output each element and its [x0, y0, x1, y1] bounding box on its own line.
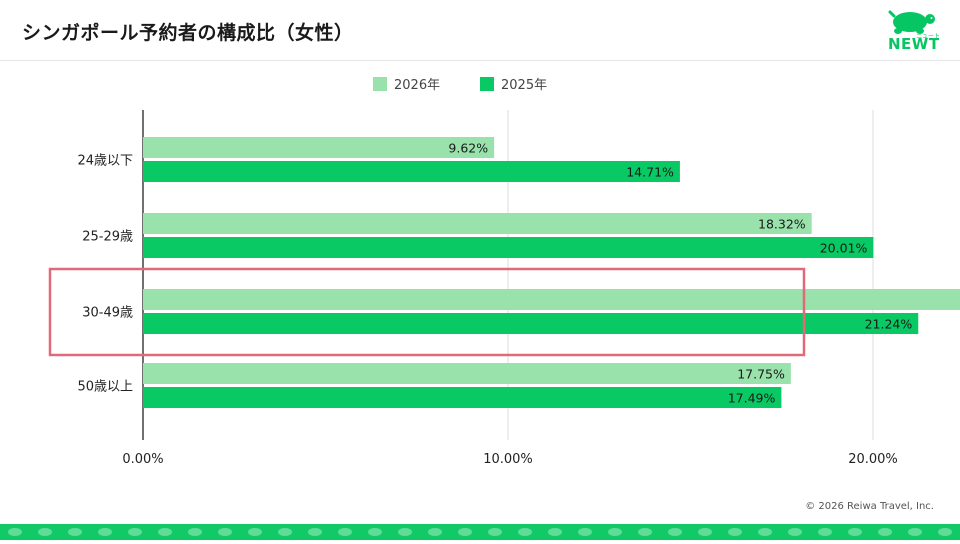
- bar-1-0: [143, 213, 812, 234]
- footer-mark-27: [818, 528, 832, 536]
- newt-logo: ニュート NEWT: [884, 8, 940, 54]
- footer-mark-13: [398, 528, 412, 536]
- footer-mark-25: [758, 528, 772, 536]
- value-label-3-1: 17.49%: [728, 391, 776, 406]
- x-tick-label-2: 20.00%: [848, 452, 898, 467]
- footer-mark-16: [488, 528, 502, 536]
- footer-mark-24: [728, 528, 742, 536]
- category-label-3: 50歳以上: [77, 380, 133, 395]
- footer-mark-23: [698, 528, 712, 536]
- value-label-2-1: 21.24%: [865, 317, 913, 332]
- footer-mark-21: [638, 528, 652, 536]
- bar-0-0: [143, 137, 495, 158]
- footer-mark-4: [128, 528, 142, 536]
- footer-mark-30: [908, 528, 922, 536]
- footer-mark-12: [368, 528, 382, 536]
- footer-pattern: [8, 528, 952, 536]
- logo-text: NEWT: [888, 35, 940, 53]
- category-label-0: 24歳以下: [77, 154, 133, 169]
- footer-mark-14: [428, 528, 442, 536]
- page-title: シンガポール予約者の構成比（女性）: [22, 22, 354, 44]
- header: シンガポール予約者の構成比（女性） ニュート NEWT: [0, 0, 960, 61]
- logo-subtext: ニュート: [916, 33, 941, 40]
- bars: 9.62%14.71%18.32%20.01%31.31%21.24%17.75…: [143, 137, 960, 408]
- category-label-1: 25-29歳: [82, 230, 133, 245]
- footer-mark-8: [248, 528, 262, 536]
- footer-mark-10: [308, 528, 322, 536]
- x-tick-labels: 0.00%10.00%20.00%30.00%: [122, 452, 898, 467]
- highlight-box: [48, 267, 806, 357]
- copyright: © 2026 Reiwa Travel, Inc.: [805, 501, 934, 512]
- bar-2-1: [143, 313, 919, 334]
- bar-3-0: [143, 363, 791, 384]
- x-tick-label-1: 10.00%: [483, 452, 533, 467]
- footer-mark-29: [878, 528, 892, 536]
- footer-mark-19: [578, 528, 592, 536]
- bar-3-1: [143, 387, 782, 408]
- footer-mark-17: [518, 528, 532, 536]
- x-tick-label-0: 0.00%: [122, 452, 163, 467]
- footer-mark-0: [8, 528, 22, 536]
- footer-mark-5: [158, 528, 172, 536]
- bar-1-1: [143, 237, 874, 258]
- bar-0-1: [143, 161, 680, 182]
- footer-mark-11: [338, 528, 352, 536]
- footer-band: [0, 524, 960, 540]
- legend-swatch-0: [373, 77, 387, 91]
- value-label-0-0: 9.62%: [448, 141, 488, 156]
- footer-mark-1: [38, 528, 52, 536]
- footer-mark-7: [218, 528, 232, 536]
- legend-swatch-1: [480, 77, 494, 91]
- legend-label-1: 2025年: [501, 78, 547, 93]
- footer-mark-9: [278, 528, 292, 536]
- value-label-1-1: 20.01%: [820, 241, 868, 256]
- footer-mark-3: [98, 528, 112, 536]
- footer-mark-31: [938, 528, 952, 536]
- footer-mark-18: [548, 528, 562, 536]
- value-label-1-0: 18.32%: [758, 217, 806, 232]
- legend: 2026年 2025年: [373, 77, 547, 93]
- legend-label-0: 2026年: [394, 78, 440, 93]
- footer-mark-26: [788, 528, 802, 536]
- footer-mark-20: [608, 528, 622, 536]
- turtle-icon: [888, 10, 935, 34]
- footer-mark-6: [188, 528, 202, 536]
- value-label-3-0: 17.75%: [737, 367, 785, 382]
- category-labels: 24歳以下 25-29歳 30-49歳 50歳以上: [77, 154, 133, 395]
- footer-mark-28: [848, 528, 862, 536]
- footer-mark-2: [68, 528, 82, 536]
- footer-mark-15: [458, 528, 472, 536]
- value-label-0-1: 14.71%: [626, 165, 674, 180]
- bar-2-0: [143, 289, 960, 310]
- category-label-2: 30-49歳: [82, 306, 133, 321]
- footer-mark-22: [668, 528, 682, 536]
